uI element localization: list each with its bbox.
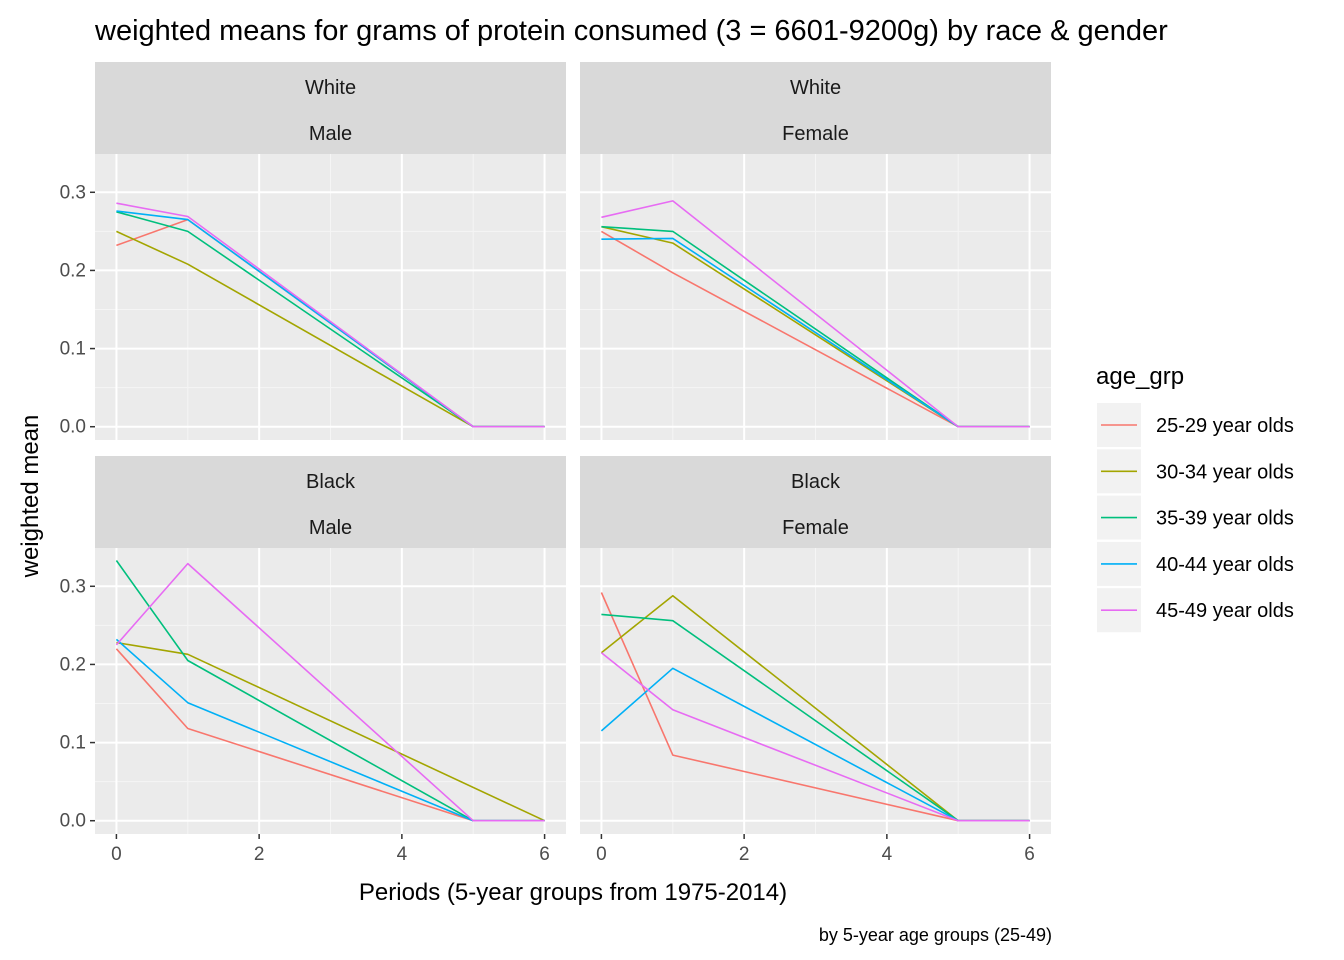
- y-tick-label: 0.2: [60, 260, 86, 281]
- facet-strip-race: Black: [791, 471, 841, 493]
- series-line-45-49: [116, 202, 545, 428]
- x-tick-label: 4: [397, 844, 408, 865]
- y-tick-label: 0.0: [60, 811, 86, 832]
- facet-strip-gender: Male: [309, 123, 352, 145]
- facet-strip: [580, 456, 1051, 548]
- facet-strip: [95, 62, 566, 154]
- y-tick-label: 0.1: [60, 733, 86, 754]
- series-line-45-49: [601, 200, 1030, 428]
- facet-panel-black-male: Black Male 0.0 0.1 0.2 0.3 0 2 4 6: [60, 456, 566, 865]
- y-tick-label: 0.0: [60, 417, 86, 438]
- y-tick-label: 0.3: [60, 182, 86, 203]
- x-tick-label: 2: [254, 844, 265, 865]
- facet-strip-race: White: [305, 77, 356, 99]
- series-line-30-34: [116, 641, 545, 822]
- facet-strip: [95, 456, 566, 548]
- legend-entry-label: 35-39 year olds: [1156, 508, 1294, 530]
- chart-title: weighted means for grams of protein cons…: [94, 15, 1168, 47]
- facet-panel-black-female: Black Female 0 2 4 6: [580, 456, 1051, 865]
- facet-strip-gender: Female: [782, 123, 849, 145]
- y-tick-label: 0.3: [60, 576, 86, 597]
- series-line-45-49: [600, 652, 1030, 822]
- legend-entry-label: 40-44 year olds: [1156, 554, 1294, 576]
- x-tick-label: 6: [1024, 844, 1035, 865]
- legend: age_grp 25-29 year olds 30-34 year olds 35…: [1096, 363, 1294, 633]
- series-line-45-49: [115, 562, 545, 822]
- facet-panel-white-male: White Male 0.0 0.1 0.2 0.3: [60, 62, 566, 440]
- panels-layer: White Male 0.0 0.1 0.2 0.3 White Female Black Mal…: [60, 62, 1051, 865]
- facet-strip-gender: Female: [782, 517, 849, 539]
- x-tick-label: 0: [596, 844, 607, 865]
- facet-strip-gender: Male: [309, 517, 352, 539]
- x-axis-title: Periods (5-year groups from 1975-2014): [359, 879, 787, 906]
- facet-panel-white-female: White Female: [580, 62, 1051, 440]
- y-axis-title: weighted mean: [17, 415, 44, 579]
- chart-caption: by 5-year age groups (25-49): [819, 925, 1052, 945]
- legend-entry-label: 30-34 year olds: [1156, 461, 1294, 483]
- x-tick-label: 0: [111, 844, 122, 865]
- facet-strip-race: White: [790, 77, 841, 99]
- facet-strip-race: Black: [306, 471, 356, 493]
- x-tick-label: 2: [739, 844, 750, 865]
- legend-entry-label: 45-49 year olds: [1156, 600, 1294, 622]
- x-tick-label: 6: [539, 844, 550, 865]
- legend-title: age_grp: [1096, 363, 1184, 390]
- y-tick-label: 0.2: [60, 654, 86, 675]
- legend-entry-label: 25-29 year olds: [1156, 415, 1294, 437]
- y-tick-label: 0.1: [60, 339, 86, 360]
- x-tick-label: 4: [882, 844, 893, 865]
- facet-strip: [580, 62, 1051, 154]
